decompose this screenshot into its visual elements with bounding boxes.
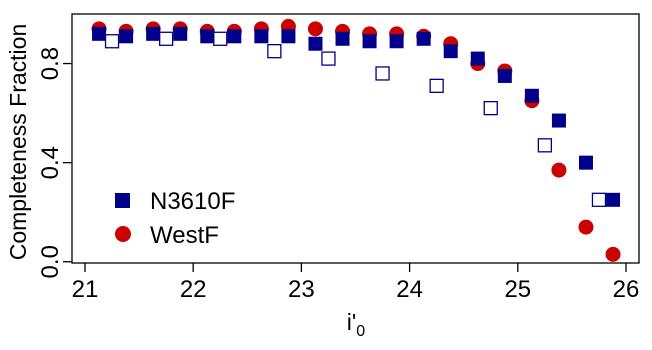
x-tick-label: 24 — [396, 276, 423, 303]
point-n3610f — [200, 29, 215, 44]
x-tick-label: 25 — [504, 276, 531, 303]
point-open-square — [375, 66, 390, 81]
point-n3610f — [254, 29, 269, 44]
point-westf — [578, 219, 594, 235]
point-n3610f — [416, 31, 431, 46]
x-axis: 21 22 23 24 25 26 — [72, 263, 640, 303]
point-westf — [551, 162, 567, 178]
point-n3610f — [227, 29, 242, 44]
x-tick-label: 23 — [288, 276, 315, 303]
x-axis-label: i'0 — [347, 309, 366, 340]
point-open-square — [104, 34, 120, 49]
data-points — [91, 18, 621, 262]
point-n3610f — [524, 88, 539, 103]
point-open-square — [483, 100, 498, 116]
y-tick-label: 0.4 — [37, 146, 64, 179]
x-tick-label: 21 — [72, 276, 99, 303]
legend-marker-n3610f — [115, 193, 130, 208]
point-open-square — [213, 31, 228, 46]
point-n3610f — [551, 113, 566, 128]
y-axis-label: Completeness Fraction — [5, 24, 31, 261]
plot-frame — [71, 13, 640, 264]
legend-label-westf: WestF — [150, 222, 219, 249]
y-axis: 0.0 0.4 0.8 — [37, 47, 72, 278]
point-westf — [307, 21, 323, 37]
x-tick-label: 22 — [180, 276, 207, 303]
point-n3610f — [308, 36, 323, 51]
point-open-square — [429, 78, 444, 94]
y-tick-label: 0.0 — [37, 245, 64, 278]
y-tick-label: 0.8 — [37, 47, 64, 80]
point-n3610f — [578, 155, 593, 170]
legend: N3610F WestF — [115, 188, 235, 249]
point-n3610f — [119, 29, 134, 44]
x-axis-label-main: i' — [347, 309, 357, 335]
point-n3610f — [173, 26, 188, 41]
point-n3610f — [470, 51, 485, 66]
point-open-square — [158, 31, 174, 46]
x-axis-label-sub: 0 — [356, 323, 365, 340]
point-n3610f — [281, 29, 296, 44]
point-open-square — [591, 192, 607, 207]
point-n3610f — [335, 31, 350, 46]
point-n3610f — [362, 34, 377, 49]
point-n3610f — [389, 34, 404, 49]
legend-marker-westf — [115, 226, 131, 242]
point-n3610f — [443, 44, 458, 59]
legend-label-n3610f: N3610F — [150, 188, 235, 215]
point-open-square — [321, 51, 336, 66]
point-n3610f — [497, 68, 512, 83]
point-westf — [605, 246, 621, 262]
point-open-square — [537, 138, 553, 153]
point-n3610f — [146, 26, 161, 41]
point-n3610f — [606, 192, 621, 207]
point-n3610f — [92, 26, 107, 41]
point-open-square — [267, 44, 282, 59]
x-tick-label: 26 — [613, 276, 640, 303]
